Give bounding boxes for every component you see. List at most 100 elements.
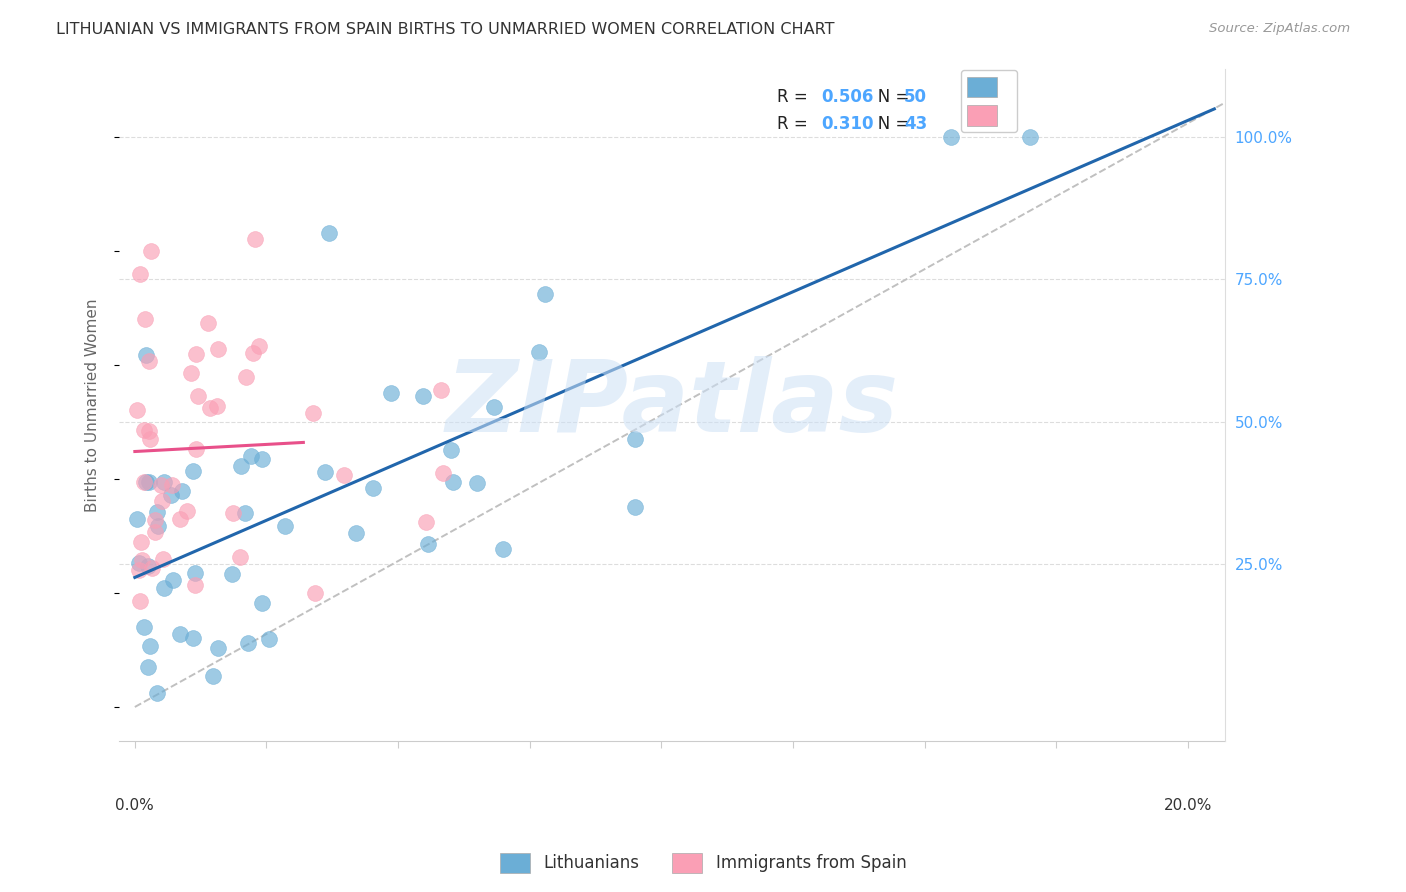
Point <box>344 526 367 541</box>
Point <box>274 518 297 533</box>
Point <box>492 542 515 557</box>
Point <box>222 506 245 520</box>
Point <box>1019 130 1042 145</box>
Point <box>197 316 219 330</box>
Point <box>183 566 205 581</box>
Text: R =: R = <box>778 115 818 133</box>
Point <box>187 389 209 403</box>
Point <box>624 500 647 515</box>
Point <box>534 286 557 301</box>
Text: Source: ZipAtlas.com: Source: ZipAtlas.com <box>1209 22 1350 36</box>
Point <box>134 620 156 634</box>
Point <box>128 556 150 570</box>
Point <box>134 475 156 489</box>
Point <box>184 347 207 361</box>
Point <box>416 537 439 551</box>
Point <box>181 631 204 645</box>
Point <box>150 478 173 492</box>
Point <box>440 443 463 458</box>
Point <box>143 513 166 527</box>
Point <box>250 451 273 466</box>
Point <box>304 585 326 599</box>
Point <box>139 432 162 446</box>
Point <box>138 354 160 368</box>
Text: N =: N = <box>862 87 915 106</box>
Point <box>380 385 402 400</box>
Text: LITHUANIAN VS IMMIGRANTS FROM SPAIN BIRTHS TO UNMARRIED WOMEN CORRELATION CHART: LITHUANIAN VS IMMIGRANTS FROM SPAIN BIRT… <box>56 22 835 37</box>
Point <box>363 481 385 495</box>
Point <box>624 432 647 446</box>
Point <box>250 596 273 610</box>
Point <box>207 641 229 656</box>
Point <box>412 389 434 403</box>
Y-axis label: Births to Unmarried Women: Births to Unmarried Women <box>86 298 100 512</box>
Point <box>131 534 153 549</box>
Point <box>145 505 167 519</box>
Point <box>314 465 336 479</box>
Text: N =: N = <box>862 115 915 133</box>
Point <box>243 232 266 246</box>
Point <box>529 344 551 359</box>
Point <box>465 476 488 491</box>
Text: 0.506: 0.506 <box>821 87 873 106</box>
Point <box>229 549 252 564</box>
Point <box>441 475 464 490</box>
Point <box>233 506 256 520</box>
Point <box>135 348 157 362</box>
Point <box>176 504 198 518</box>
Point <box>146 518 169 533</box>
Point <box>128 563 150 577</box>
Text: 43: 43 <box>904 115 928 133</box>
Point <box>169 511 191 525</box>
Point <box>415 515 437 529</box>
Point <box>162 573 184 587</box>
Point <box>152 475 174 489</box>
Point <box>131 553 153 567</box>
Point <box>127 512 149 526</box>
Text: 20.0%: 20.0% <box>1164 798 1212 814</box>
Point <box>150 493 173 508</box>
Point <box>432 466 454 480</box>
Point <box>200 401 222 416</box>
Point <box>205 400 228 414</box>
Point <box>169 627 191 641</box>
Point <box>207 342 229 356</box>
Point <box>139 244 162 258</box>
Point <box>128 594 150 608</box>
Point <box>152 552 174 566</box>
Point <box>242 345 264 359</box>
Point <box>184 578 207 592</box>
Text: 0.0%: 0.0% <box>115 798 155 814</box>
Point <box>153 581 176 595</box>
Point <box>132 423 155 437</box>
Point <box>259 632 281 647</box>
Point <box>201 669 224 683</box>
Point <box>239 449 262 463</box>
Point <box>135 475 157 489</box>
Text: 50: 50 <box>904 87 927 106</box>
Point <box>134 312 156 326</box>
Point <box>181 464 204 478</box>
Point <box>429 383 451 397</box>
Point <box>333 468 356 483</box>
Legend: Lithuanians, Immigrants from Spain: Lithuanians, Immigrants from Spain <box>494 847 912 880</box>
Point <box>939 130 962 145</box>
Point <box>247 339 270 353</box>
Point <box>229 458 252 473</box>
Point <box>139 639 162 653</box>
Text: ZIPatlas: ZIPatlas <box>446 356 898 453</box>
Point <box>160 478 183 492</box>
Point <box>318 226 340 240</box>
Point <box>184 442 207 457</box>
Point <box>136 659 159 673</box>
Point <box>138 425 160 439</box>
Point <box>159 488 181 502</box>
Point <box>145 524 167 539</box>
Point <box>170 484 193 499</box>
Point <box>482 400 505 414</box>
Point <box>129 267 152 281</box>
Point <box>127 403 149 417</box>
Point <box>235 370 257 384</box>
Text: R =: R = <box>778 87 818 106</box>
Point <box>141 561 163 575</box>
